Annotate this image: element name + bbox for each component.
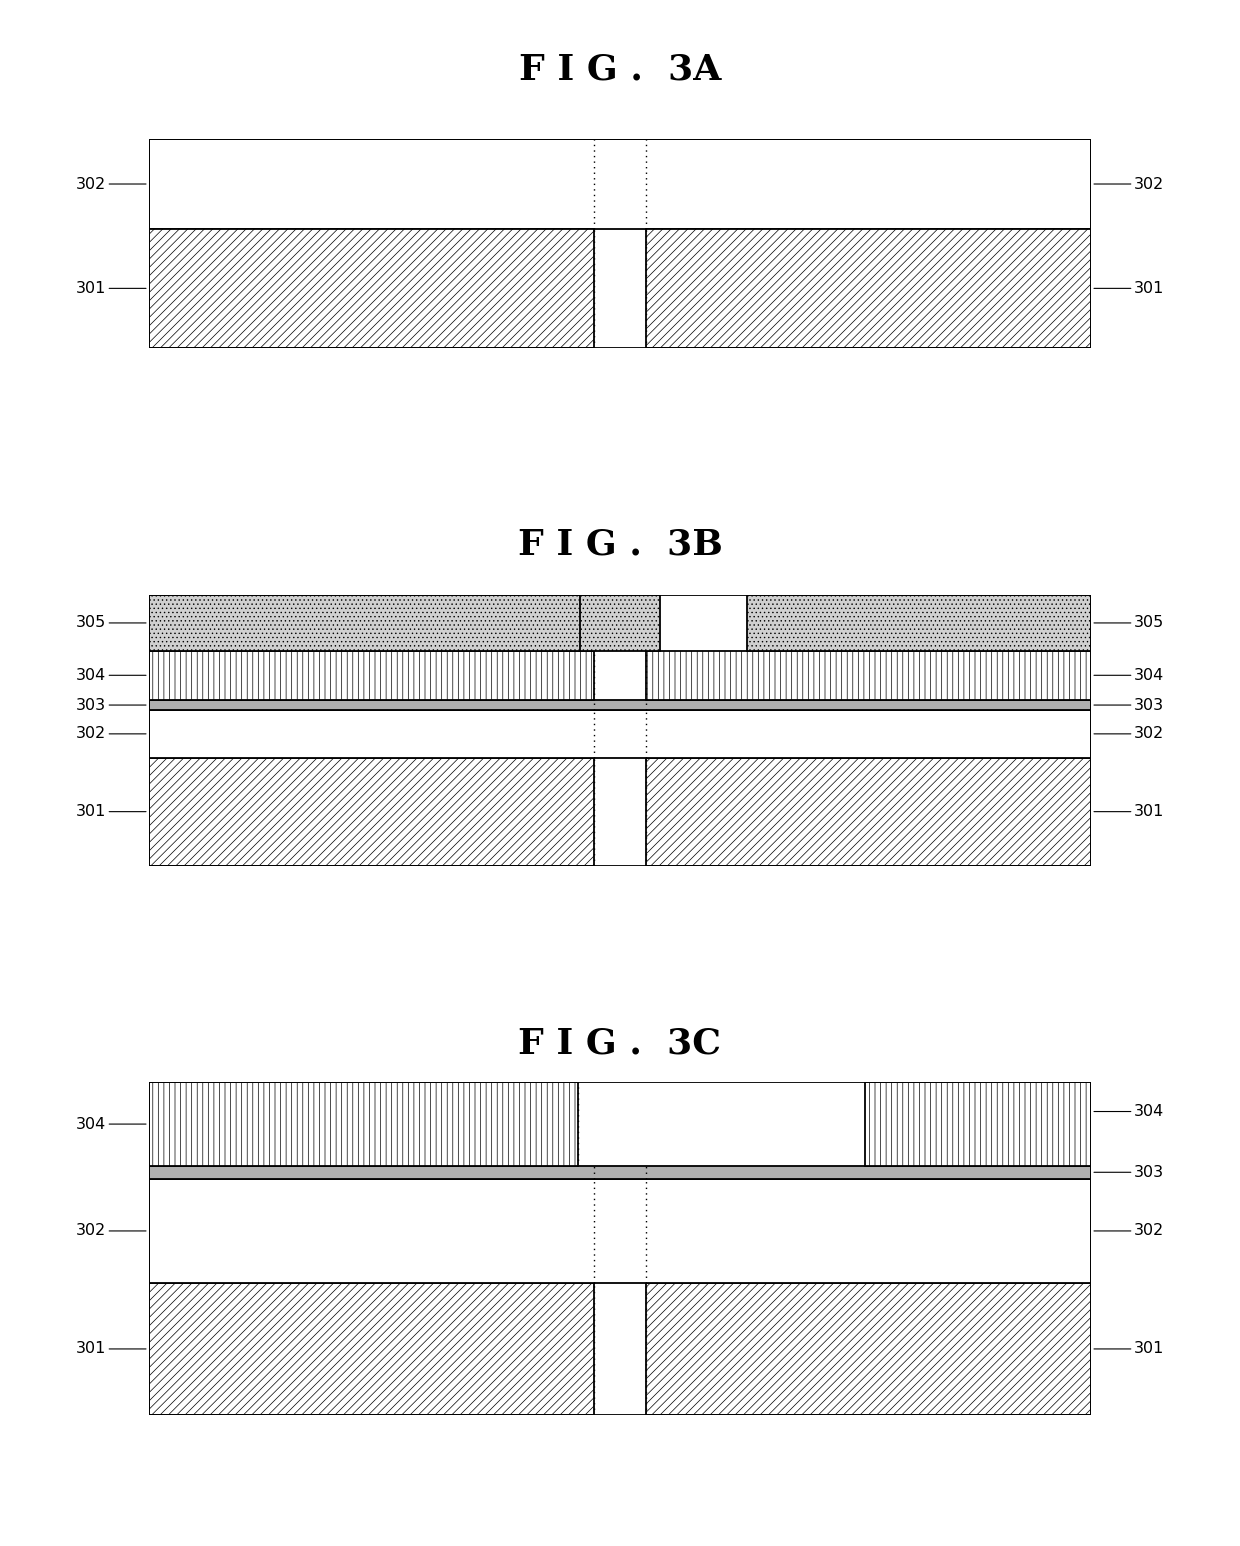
Bar	[646, 651, 1091, 700]
Bar	[149, 595, 594, 651]
Text: 302: 302	[76, 727, 146, 742]
Text: 301: 301	[1094, 1342, 1164, 1356]
Text: 303: 303	[1094, 697, 1163, 713]
Text: 305: 305	[76, 615, 146, 631]
Text: 301: 301	[76, 804, 146, 819]
Text: 304: 304	[76, 1116, 146, 1132]
Bar	[646, 758, 1091, 866]
Bar	[646, 229, 1091, 348]
Text: 304: 304	[76, 668, 146, 683]
Text: 301: 301	[1094, 804, 1164, 819]
Text: 302: 302	[1094, 1223, 1164, 1238]
Text: 305: 305	[1094, 615, 1164, 631]
Text: F I G .  3C: F I G . 3C	[518, 1027, 722, 1061]
Text: 302: 302	[76, 176, 146, 192]
Bar	[149, 1283, 594, 1415]
Bar	[748, 595, 1091, 651]
Text: 301: 301	[1094, 281, 1164, 295]
Bar	[646, 1283, 1091, 1415]
Text: 303: 303	[1094, 1164, 1163, 1180]
Text: 301: 301	[76, 281, 146, 295]
Bar	[149, 700, 1091, 710]
Text: 302: 302	[1094, 176, 1164, 192]
Bar	[149, 1082, 578, 1166]
Text: F I G .  3B: F I G . 3B	[517, 527, 723, 561]
Bar	[149, 229, 594, 348]
Bar	[149, 1166, 1091, 1178]
Bar	[149, 651, 594, 700]
Text: 304: 304	[1094, 1104, 1164, 1119]
Bar	[149, 710, 1091, 758]
Bar	[149, 1178, 1091, 1283]
Bar	[149, 758, 594, 866]
Text: F I G .  3A: F I G . 3A	[518, 53, 722, 87]
Text: 303: 303	[77, 697, 146, 713]
Text: 304: 304	[1094, 668, 1164, 683]
Bar	[580, 595, 660, 651]
Bar	[866, 1082, 1091, 1166]
Bar	[149, 139, 1091, 229]
Text: 301: 301	[76, 1342, 146, 1356]
Text: 302: 302	[76, 1223, 146, 1238]
Text: 302: 302	[1094, 727, 1164, 742]
